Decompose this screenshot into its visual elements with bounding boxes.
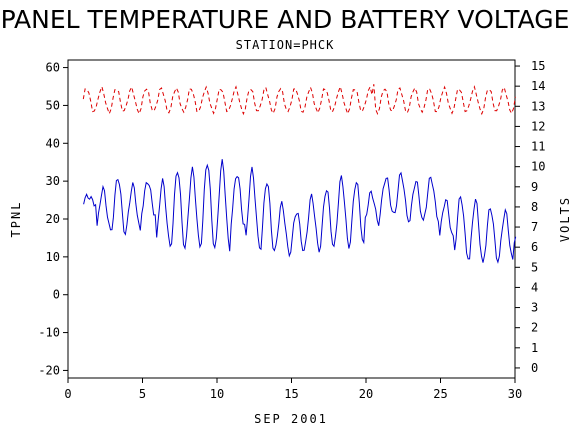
series-line-panel-temperature (83, 159, 517, 264)
right-y-tick-label: 0 (531, 361, 538, 375)
left-y-tick-label: -10 (38, 326, 60, 340)
left-y-tick-label: 50 (46, 98, 60, 112)
right-y-tick-label: 14 (531, 79, 545, 93)
right-y-tick-label: 5 (531, 260, 538, 274)
x-tick-label: 10 (210, 387, 224, 401)
x-tick-label: 5 (139, 387, 146, 401)
right-y-tick-label: 11 (531, 140, 545, 154)
left-y-tick-label: 20 (46, 212, 60, 226)
left-y-axis-title: TPNL (9, 201, 23, 238)
x-tick-label: 30 (508, 387, 522, 401)
left-y-tick-label: 30 (46, 174, 60, 188)
chart-subtitle: STATION=PHCK (236, 38, 335, 52)
right-y-tick-label: 3 (531, 301, 538, 315)
right-y-tick-label: 10 (531, 160, 545, 174)
right-y-tick-label: 2 (531, 321, 538, 335)
right-y-tick-label: 6 (531, 240, 538, 254)
left-y-tick-label: 60 (46, 61, 60, 75)
x-tick-label: 20 (359, 387, 373, 401)
series-layer (82, 84, 517, 264)
right-y-tick-label: 7 (531, 220, 538, 234)
x-tick-label: 0 (64, 387, 71, 401)
x-axis-title: SEP 2001 (254, 412, 328, 426)
x-axis: 0 5 10 15 20 25 30 (64, 378, 522, 401)
left-y-tick-label: 40 (46, 136, 60, 150)
left-y-tick-label: -20 (38, 363, 60, 377)
series-line-battery-voltage (82, 84, 516, 116)
right-y-tick-label: 8 (531, 200, 538, 214)
left-y-tick-label: 10 (46, 250, 60, 264)
left-y-tick-label: 0 (53, 288, 60, 302)
left-y-axis: -20 -10 0 10 20 30 40 50 60 (38, 61, 68, 377)
right-y-tick-label: 13 (531, 99, 545, 113)
chart-title: PANEL TEMPERATURE AND BATTERY VOLTAGE (1, 5, 570, 34)
right-y-axis-title: VOLTS (558, 196, 570, 242)
x-tick-label: 15 (284, 387, 298, 401)
right-y-tick-label: 1 (531, 341, 538, 355)
x-tick-label: 25 (433, 387, 447, 401)
right-y-tick-label: 15 (531, 59, 545, 73)
right-y-tick-label: 12 (531, 119, 545, 133)
right-y-tick-label: 4 (531, 280, 538, 294)
plot-frame (67, 59, 516, 379)
right-y-tick-label: 9 (531, 180, 538, 194)
